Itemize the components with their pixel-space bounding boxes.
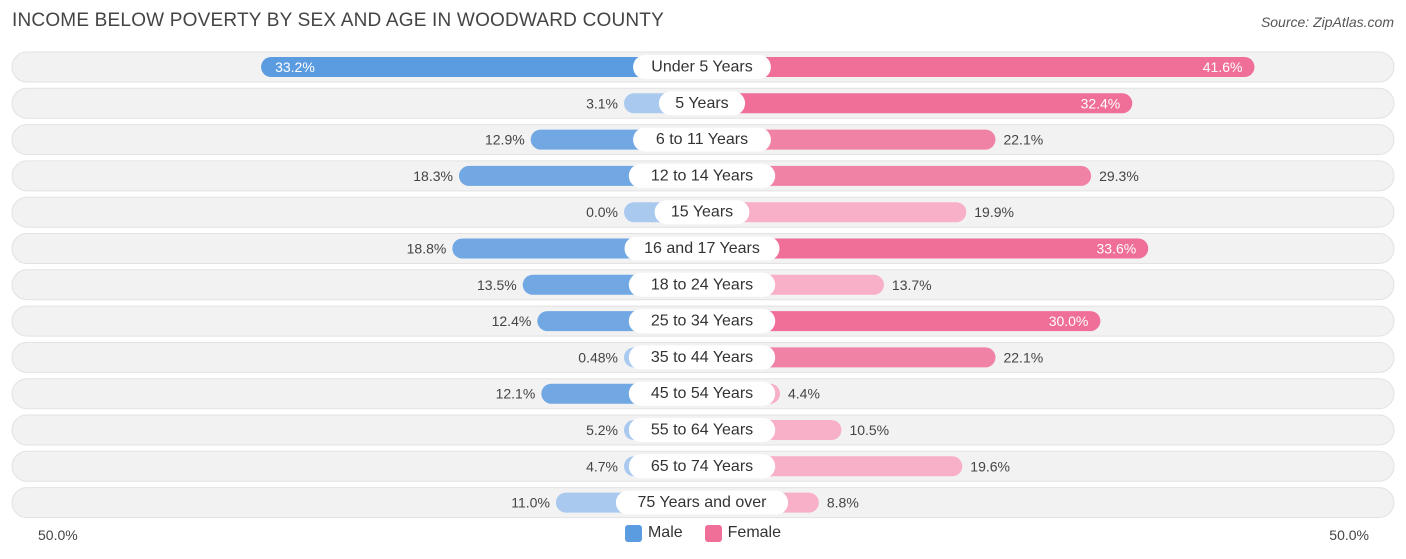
bar-row: 11.0% 8.8% 75 Years and over <box>11 487 1395 519</box>
value-label-female: 19.9% <box>974 204 1014 220</box>
bar-row: 4.7% 19.6% 65 to 74 Years <box>11 450 1395 482</box>
bar-female <box>702 202 967 223</box>
category-pill <box>654 200 750 225</box>
chart-title: INCOME BELOW POVERTY BY SEX AND AGE IN W… <box>12 10 664 31</box>
bar-row: 0.0% 19.9% 15 Years <box>11 196 1395 228</box>
legend-swatch-female <box>704 524 722 542</box>
category-label: 15 Years <box>671 204 733 221</box>
value-label-female: 4.4% <box>788 386 820 402</box>
bar-row: 12.9% 22.1% 6 to 11 Years <box>11 124 1395 156</box>
value-label-female: 8.8% <box>827 495 859 511</box>
category-pill <box>628 418 776 442</box>
bar-female <box>702 347 996 368</box>
bar-row: 0.48% 22.1% 35 to 44 Years <box>11 341 1395 373</box>
bar-row: 12.4% 30.0% 25 to 34 Years <box>11 305 1395 337</box>
source-label: Source: ZipAtlas.com <box>1260 14 1394 30</box>
legend: Male Female <box>0 524 1406 542</box>
category-label: 25 to 34 Years <box>651 313 753 330</box>
value-label-male: 18.8% <box>407 241 447 257</box>
category-pill <box>628 454 776 479</box>
value-label-female: 32.4% <box>1081 95 1121 111</box>
category-label: 16 and 17 Years <box>644 240 760 257</box>
value-label-male: 18.3% <box>413 168 453 184</box>
legend-item-female: Female <box>704 524 782 542</box>
category-label: 75 Years and over <box>638 494 768 511</box>
bar-male <box>261 57 702 77</box>
category-pill <box>658 91 746 116</box>
bar-female <box>702 238 1149 259</box>
bar-female <box>702 311 1101 332</box>
value-label-male: 0.0% <box>586 204 618 220</box>
bar-row: 5.2% 10.5% 55 to 64 Years <box>11 414 1395 446</box>
bar-row: 3.1% 32.4% 5 Years <box>11 87 1395 119</box>
category-label: 18 to 24 Years <box>651 276 753 293</box>
value-label-female: 10.5% <box>849 422 889 438</box>
category-label: 5 Years <box>675 95 728 112</box>
category-pill <box>633 55 771 79</box>
legend-label-male: Male <box>647 524 683 541</box>
value-label-female: 41.6% <box>1203 59 1243 75</box>
value-label-male: 11.0% <box>511 495 550 511</box>
value-label-male: 13.5% <box>477 277 517 293</box>
bar-row: 12.1% 4.4% 45 to 54 Years <box>11 378 1395 410</box>
category-pill <box>628 163 776 188</box>
category-label: 55 to 64 Years <box>651 422 753 439</box>
bar-row: 33.2% 41.6% Under 5 Years <box>11 51 1395 83</box>
value-label-male: 5.2% <box>586 422 618 438</box>
chart-canvas: 33.2% 41.6% Under 5 Years 3.1% 32.4% 5 Years 1… <box>11 51 1395 519</box>
category-pill <box>615 490 789 515</box>
category-label: 6 to 11 Years <box>656 131 748 148</box>
value-label-male: 12.4% <box>492 313 532 329</box>
category-pill <box>628 272 776 297</box>
bar-female <box>702 165 1092 186</box>
value-label-male: 12.1% <box>496 386 536 402</box>
category-pill <box>628 345 776 370</box>
bar-female <box>702 57 1255 77</box>
bar-female <box>702 93 1133 114</box>
category-label: 12 to 14 Years <box>651 167 753 184</box>
value-label-female: 33.6% <box>1097 241 1137 257</box>
legend-label-female: Female <box>727 524 782 541</box>
legend-item-male: Male <box>624 524 683 542</box>
value-label-male: 4.7% <box>586 458 618 474</box>
bar-row: 18.8% 33.6% 16 and 17 Years <box>11 233 1395 264</box>
bar-female <box>702 129 996 150</box>
value-label-male: 0.48% <box>578 349 618 365</box>
value-label-female: 30.0% <box>1049 313 1089 329</box>
value-label-female: 22.1% <box>1003 132 1043 148</box>
axis-left-label: 50.0% <box>38 527 78 543</box>
category-pill <box>628 309 776 334</box>
axis-right-label: 50.0% <box>1329 527 1369 543</box>
value-label-female: 13.7% <box>892 277 932 293</box>
category-pill <box>628 381 776 406</box>
value-label-male: 12.9% <box>485 132 525 148</box>
value-label-male: 3.1% <box>586 95 618 111</box>
value-label-female: 22.1% <box>1003 349 1043 365</box>
category-label: 35 to 44 Years <box>651 349 753 366</box>
category-label: Under 5 Years <box>651 59 752 76</box>
legend-swatch-male <box>624 524 642 542</box>
value-label-female: 29.3% <box>1099 168 1139 184</box>
category-pill <box>624 236 780 261</box>
value-label-male: 33.2% <box>275 59 315 75</box>
bar-row: 18.3% 29.3% 12 to 14 Years <box>11 160 1395 192</box>
category-pill <box>633 127 771 152</box>
bar-row: 13.5% 13.7% 18 to 24 Years <box>11 269 1395 301</box>
value-label-female: 19.6% <box>970 458 1010 474</box>
category-label: 45 to 54 Years <box>651 385 753 402</box>
category-label: 65 to 74 Years <box>651 458 753 475</box>
